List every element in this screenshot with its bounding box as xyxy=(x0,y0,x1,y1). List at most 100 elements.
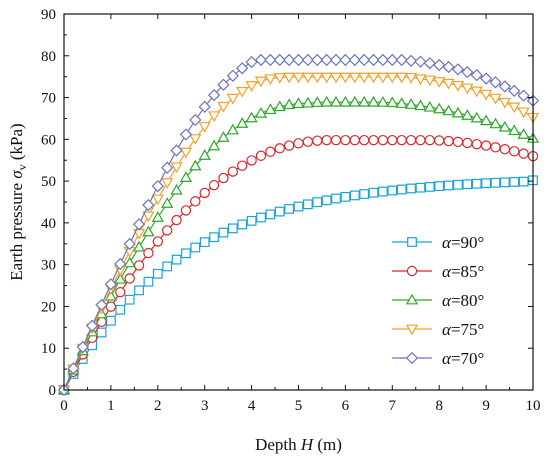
data-point xyxy=(142,211,155,223)
data-point xyxy=(348,72,361,84)
legend-label: α=70° xyxy=(442,349,484,368)
legend-item: α=80° xyxy=(392,291,484,310)
data-point xyxy=(415,182,426,193)
data-point xyxy=(470,68,483,82)
data-point xyxy=(340,192,351,202)
x-tick-label: 1 xyxy=(107,398,115,414)
data-point xyxy=(367,53,380,67)
data-point xyxy=(461,83,474,95)
data-point xyxy=(114,257,127,271)
data-point xyxy=(508,124,521,136)
legend-label: α=90° xyxy=(442,233,484,252)
data-point xyxy=(264,103,277,115)
data-point xyxy=(414,99,427,111)
legend-label: α=75° xyxy=(442,320,484,339)
data-point xyxy=(245,55,258,69)
x-tick-label: 7 xyxy=(389,398,397,414)
data-point xyxy=(245,111,258,123)
data-point xyxy=(199,187,210,199)
data-point xyxy=(462,179,473,190)
data-point xyxy=(134,285,144,296)
series-circle xyxy=(58,134,539,396)
data-point xyxy=(498,80,512,93)
data-point xyxy=(518,176,529,187)
data-point xyxy=(517,89,530,102)
data-point xyxy=(349,190,360,201)
data-point xyxy=(133,260,145,271)
data-point xyxy=(170,144,183,157)
data-point xyxy=(406,183,416,194)
data-point xyxy=(273,73,286,84)
data-point xyxy=(143,276,154,287)
data-point xyxy=(217,131,230,142)
data-point xyxy=(434,135,445,146)
x-tick-label: 9 xyxy=(482,398,490,414)
legend-item: α=75° xyxy=(392,320,484,339)
series-diamond xyxy=(57,53,540,397)
y-tick-label: 20 xyxy=(41,299,56,315)
data-point xyxy=(132,240,146,252)
data-point xyxy=(367,95,380,107)
series-triangle-up xyxy=(57,95,540,395)
data-point xyxy=(274,143,285,154)
data-point xyxy=(152,268,163,279)
data-point xyxy=(480,140,492,151)
data-point xyxy=(217,78,230,91)
data-point xyxy=(518,148,529,159)
data-point xyxy=(208,179,220,191)
data-point xyxy=(142,225,155,237)
data-point xyxy=(395,72,408,84)
legend: α=90° α=85° α=80° α=75° α=70° xyxy=(392,233,484,368)
data-point xyxy=(423,75,436,87)
data-point xyxy=(368,134,379,146)
y-tick-label: 30 xyxy=(41,258,56,274)
data-point xyxy=(209,232,219,243)
data-point xyxy=(302,136,314,147)
data-point xyxy=(311,72,324,84)
data-point xyxy=(246,215,257,226)
legend-label: α=80° xyxy=(442,291,484,310)
data-point xyxy=(489,93,502,105)
data-point xyxy=(180,205,192,216)
data-point xyxy=(132,218,146,231)
data-point xyxy=(124,273,135,284)
data-point xyxy=(415,134,426,146)
data-point xyxy=(349,134,360,146)
legend-marker xyxy=(405,293,419,305)
data-point xyxy=(396,134,407,146)
data-point xyxy=(161,161,174,174)
data-point xyxy=(237,160,248,171)
data-point xyxy=(452,136,464,148)
data-point xyxy=(499,143,511,155)
data-point xyxy=(443,180,454,191)
data-point xyxy=(236,117,249,128)
data-point xyxy=(273,100,286,112)
data-point xyxy=(329,95,343,107)
y-axis-label: Earth pressure σv (kPa) xyxy=(7,123,29,280)
data-point xyxy=(312,135,323,146)
data-point xyxy=(433,58,446,72)
data-point xyxy=(96,327,107,338)
data-point xyxy=(237,219,248,230)
data-point xyxy=(151,180,164,193)
x-tick-label: 6 xyxy=(342,398,350,414)
data-point xyxy=(179,171,193,182)
data-point xyxy=(171,254,182,265)
data-point xyxy=(312,197,323,208)
data-point xyxy=(171,214,182,226)
data-point xyxy=(199,237,210,248)
x-tick-label: 10 xyxy=(526,398,541,414)
x-tick-label: 0 xyxy=(60,398,68,414)
data-point xyxy=(105,315,116,326)
data-point xyxy=(396,184,407,195)
data-point xyxy=(161,197,174,208)
data-point xyxy=(479,72,493,85)
y-tick-label: 0 xyxy=(49,383,57,399)
data-point xyxy=(293,201,304,212)
data-point xyxy=(330,134,342,146)
data-point xyxy=(189,134,202,145)
data-point xyxy=(320,72,333,84)
data-point xyxy=(461,109,474,120)
data-point xyxy=(442,78,455,90)
